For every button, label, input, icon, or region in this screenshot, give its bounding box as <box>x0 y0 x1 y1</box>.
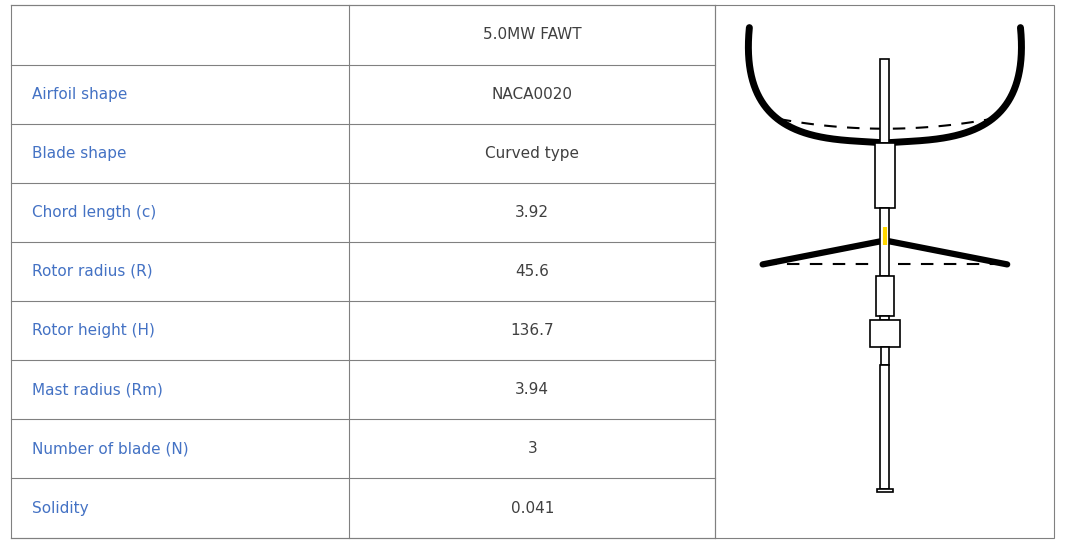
Text: Curved type: Curved type <box>486 146 579 161</box>
Text: Number of blade (N): Number of blade (N) <box>32 441 189 456</box>
Bar <box>874 143 896 207</box>
Bar <box>881 316 889 320</box>
Text: 3.92: 3.92 <box>515 205 550 220</box>
Text: 3.94: 3.94 <box>515 382 550 397</box>
Text: Chord length (c): Chord length (c) <box>32 205 157 220</box>
Bar <box>881 365 889 489</box>
Text: Solidity: Solidity <box>32 501 88 515</box>
Bar <box>881 59 889 143</box>
Bar <box>870 320 900 347</box>
Text: 5.0MW FAWT: 5.0MW FAWT <box>482 28 581 42</box>
Text: 0.041: 0.041 <box>510 501 554 515</box>
Text: 45.6: 45.6 <box>515 264 550 279</box>
Bar <box>878 489 892 493</box>
Bar <box>881 207 889 276</box>
Bar <box>881 347 889 365</box>
Text: Mast radius (Rm): Mast radius (Rm) <box>32 382 163 397</box>
Text: 3: 3 <box>527 441 537 456</box>
Text: Rotor height (H): Rotor height (H) <box>32 323 154 338</box>
Text: Blade shape: Blade shape <box>32 146 127 161</box>
Text: NACA0020: NACA0020 <box>492 87 573 102</box>
Bar <box>875 276 895 316</box>
Text: 136.7: 136.7 <box>510 323 554 338</box>
Text: Rotor radius (R): Rotor radius (R) <box>32 264 152 279</box>
Text: Airfoil shape: Airfoil shape <box>32 87 127 102</box>
